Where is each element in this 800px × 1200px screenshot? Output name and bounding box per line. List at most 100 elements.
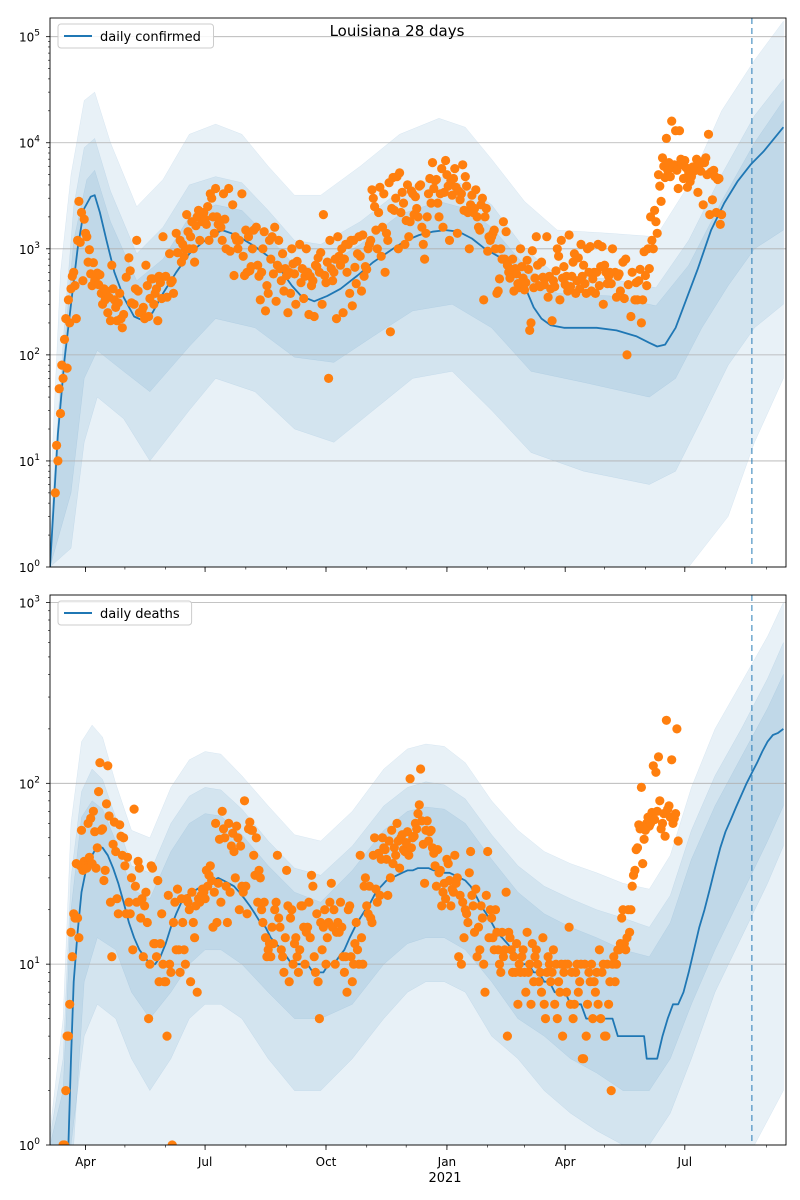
data-point — [141, 260, 151, 270]
data-point — [88, 806, 98, 816]
data-point — [456, 959, 466, 969]
data-point — [505, 273, 515, 283]
data-point — [531, 232, 541, 242]
data-point — [325, 897, 335, 907]
data-point — [308, 276, 318, 286]
data-point — [237, 189, 247, 199]
data-point — [216, 897, 226, 907]
data-point — [586, 959, 597, 969]
data-point — [544, 959, 555, 969]
data-point — [590, 288, 601, 298]
data-point — [413, 212, 423, 222]
y-tick-label: 103 — [19, 594, 40, 610]
data-point — [471, 185, 481, 195]
data-point — [339, 967, 349, 978]
data-point — [187, 887, 197, 897]
axes-frame — [49, 594, 787, 1146]
data-point — [483, 246, 493, 256]
data-point — [580, 279, 590, 289]
data-point — [333, 232, 343, 242]
data-point — [274, 235, 284, 245]
x-ticks: Apr Jul Oct Jan Apr Jul — [75, 1145, 767, 1169]
data-point — [384, 836, 394, 846]
data-point — [607, 244, 618, 254]
data-point — [483, 846, 493, 857]
data-point — [234, 235, 244, 245]
data-point — [136, 913, 146, 923]
data-point — [622, 350, 632, 360]
data-point — [617, 913, 627, 923]
data-point — [180, 959, 190, 969]
data-point — [527, 246, 537, 256]
data-point — [115, 820, 125, 830]
data-point — [125, 266, 135, 276]
data-point — [108, 839, 118, 849]
data-point — [441, 894, 451, 904]
data-point — [550, 282, 560, 292]
data-point — [588, 1014, 598, 1024]
data-point — [472, 212, 482, 222]
data-point — [636, 318, 647, 328]
data-point — [309, 952, 319, 962]
data-point — [479, 295, 489, 305]
data-point — [338, 308, 348, 318]
data-point — [138, 952, 148, 962]
data-point — [195, 235, 205, 245]
data-point — [526, 999, 536, 1009]
data-point — [356, 286, 367, 296]
data-point — [120, 861, 130, 871]
data-point — [74, 196, 84, 206]
data-point — [220, 833, 230, 843]
data-point — [126, 873, 137, 883]
data-point — [501, 887, 511, 897]
y-tick-exponent: 0 — [34, 559, 40, 569]
data-point — [209, 887, 219, 897]
data-point — [351, 917, 361, 928]
data-point — [667, 116, 677, 126]
data-point — [266, 254, 276, 264]
data-point — [511, 269, 522, 279]
data-point — [274, 913, 284, 923]
data-point — [165, 959, 175, 969]
data-point — [113, 909, 123, 919]
data-point — [555, 987, 565, 997]
data-point — [293, 967, 303, 978]
data-point — [552, 244, 562, 254]
data-point — [604, 999, 614, 1009]
data-point — [153, 875, 163, 886]
data-point — [69, 267, 79, 277]
legend-box — [57, 23, 214, 49]
data-point — [458, 160, 468, 170]
data-point — [79, 214, 89, 224]
data-point — [129, 299, 139, 309]
data-point — [304, 897, 314, 907]
data-point — [564, 230, 574, 240]
data-point — [155, 278, 165, 288]
data-point — [392, 818, 402, 829]
data-point — [107, 952, 117, 962]
data-point — [258, 244, 268, 254]
data-point — [452, 228, 462, 238]
data-point — [138, 302, 148, 312]
data-point — [144, 1014, 154, 1024]
data-point — [168, 917, 179, 928]
data-point — [391, 193, 401, 203]
data-point — [405, 217, 415, 227]
data-point — [379, 189, 389, 199]
data-point — [342, 267, 352, 277]
data-point — [217, 235, 227, 245]
x-tick-label: Oct — [316, 1155, 337, 1169]
data-point — [539, 999, 549, 1009]
data-point — [242, 909, 252, 919]
data-point — [538, 933, 548, 943]
data-point — [584, 967, 594, 978]
data-point — [651, 767, 661, 777]
data-point — [317, 945, 327, 955]
data-point — [416, 764, 426, 774]
data-point — [450, 164, 460, 174]
data-point — [623, 280, 633, 290]
uncertainty-band — [50, 20, 784, 567]
data-point — [569, 999, 580, 1009]
data-point — [701, 153, 711, 163]
data-point — [393, 244, 403, 254]
